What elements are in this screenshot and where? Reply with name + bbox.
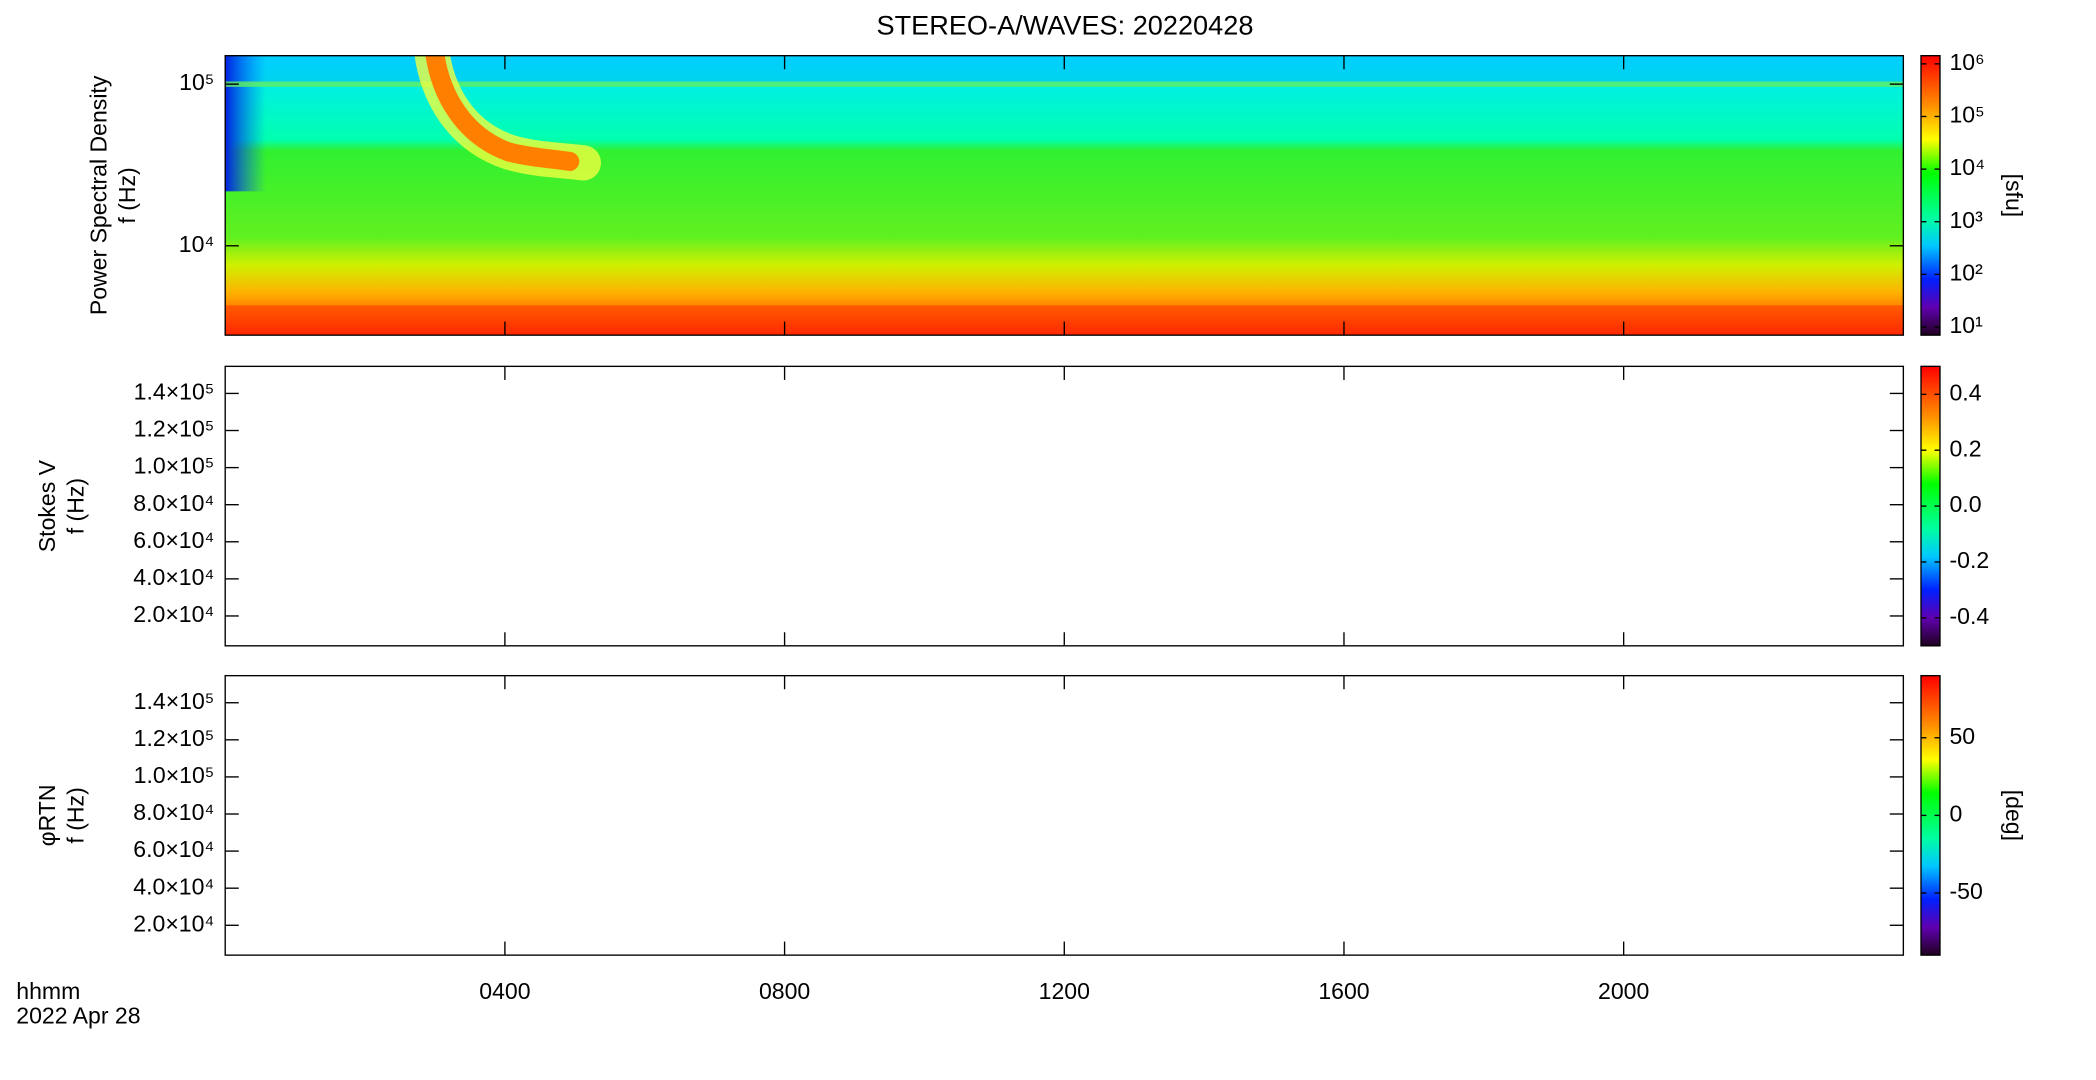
y-tick-label: 1.2×10⁵ [134,416,215,442]
y-tick-label: 10⁴ [179,231,215,257]
x-axis-label: hhmm [16,978,80,1004]
colorbar-tick-label: 10² [1949,259,1983,285]
y-tick-label: 1.4×10⁵ [134,688,215,714]
y-tick-label: 1.4×10⁵ [134,379,215,405]
colorbar-tick-label: 0.0 [1949,491,1981,517]
colorbar-tick-label: 10⁶ [1949,49,1984,75]
y-axis-label: f (Hz) [62,478,88,534]
colorbar-tick-label: 10⁵ [1949,102,1984,128]
colorbar-tick-label: -50 [1949,878,1982,904]
y-tick-label: 8.0×10⁴ [133,799,214,825]
x-tick-label: 0400 [479,978,530,1004]
colorbar-tick-label: 0.4 [1949,379,1981,405]
colorbar-label: [sfu] [2001,174,2027,218]
colorbar-tick-label: 50 [1949,723,1975,749]
colorbar-tick-label: 0.2 [1949,435,1981,461]
x-tick-label: 2000 [1598,978,1649,1004]
colorbar-tick-label: -0.2 [1949,547,1989,573]
y-tick-label: 1.0×10⁵ [134,762,215,788]
plot-frame [224,365,1905,647]
colorbar-tick-label: 10¹ [1949,312,1983,338]
colorbar-tick-label: 0 [1949,800,1962,826]
y-axis-label: φRTN [34,784,60,846]
y-tick-label: 2.0×10⁴ [133,910,214,936]
y-tick-label: 4.0×10⁴ [133,564,214,590]
y-tick-label: 1.0×10⁵ [134,453,215,479]
plot-frame [224,674,1905,956]
y-axis-label: f (Hz) [114,167,140,223]
y-tick-label: 10⁵ [179,69,214,95]
y-axis-label: Stokes V [34,459,60,552]
colorbar-tick-label: -0.4 [1949,603,1989,629]
colorbar-tick-label: 10⁴ [1949,154,1985,180]
y-tick-label: 2.0×10⁴ [133,601,214,627]
y-tick-label: 8.0×10⁴ [133,490,214,516]
x-tick-label: 1600 [1318,978,1369,1004]
chart-title: STEREO-A/WAVES: 20220428 [877,9,1254,40]
y-axis-label: f (Hz) [62,787,88,843]
colorbar-tick-label: 10³ [1949,207,1983,233]
y-tick-label: 6.0×10⁴ [133,527,214,553]
colorbar [1920,55,1941,336]
y-tick-label: 4.0×10⁴ [133,873,214,899]
y-axis-label: Power Spectral Density [85,75,111,315]
x-tick-label: 0800 [759,978,810,1004]
spectrogram-image [225,55,1904,336]
y-tick-label: 1.2×10⁵ [134,725,215,751]
y-tick-label: 6.0×10⁴ [133,836,214,862]
colorbar-label: [deg] [2001,790,2027,841]
x-tick-label: 1200 [1039,978,1090,1004]
x-axis-date: 2022 Apr 28 [16,1003,140,1029]
